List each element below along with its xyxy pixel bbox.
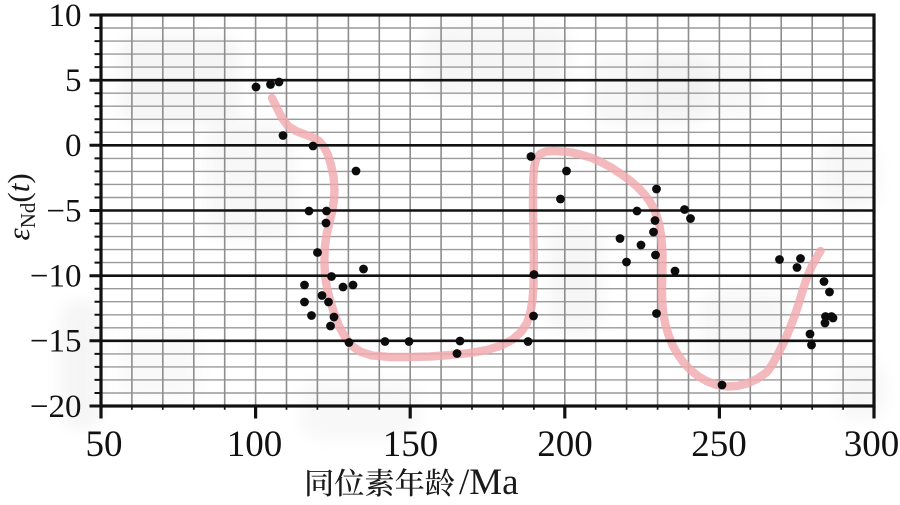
svg-text:−5: −5 bbox=[46, 193, 81, 229]
svg-text:100: 100 bbox=[227, 424, 283, 465]
svg-text:0: 0 bbox=[65, 128, 82, 164]
svg-text:300: 300 bbox=[844, 424, 900, 465]
svg-text:εNd(t): εNd(t) bbox=[1, 173, 40, 240]
svg-text:50: 50 bbox=[86, 424, 123, 465]
svg-text:10: 10 bbox=[49, 0, 82, 34]
svg-text:−20: −20 bbox=[30, 389, 82, 425]
svg-text:−15: −15 bbox=[30, 324, 82, 360]
svg-text:150: 150 bbox=[383, 424, 439, 465]
svg-text:250: 250 bbox=[691, 424, 747, 465]
svg-text:−10: −10 bbox=[30, 259, 82, 295]
svg-text:200: 200 bbox=[537, 424, 593, 465]
svg-text:5: 5 bbox=[65, 63, 82, 99]
svg-text:/Ma: /Ma bbox=[459, 462, 519, 500]
